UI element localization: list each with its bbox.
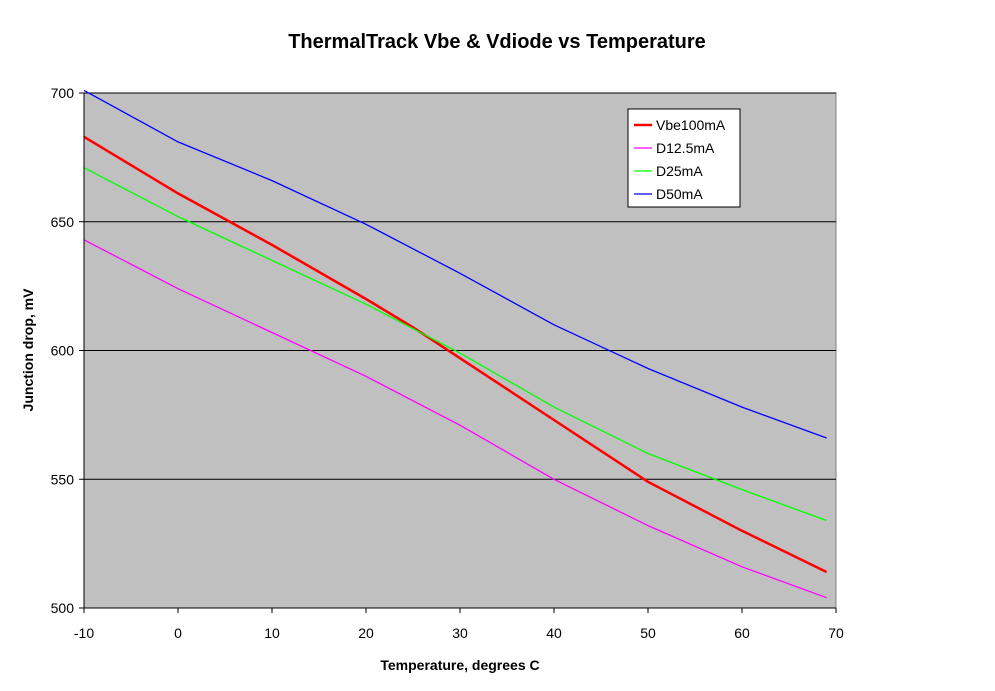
series-group [83,89,828,599]
chart-title: ThermalTrack Vbe & Vdiode vs Temperature [288,31,706,53]
legend-label: D25mA [656,163,703,179]
series-line-d50ma [83,89,827,439]
legend-label: D12.5mA [656,140,715,156]
x-tick-label: 50 [640,625,656,641]
axes [79,92,837,613]
y-tick-label: 600 [51,343,75,359]
series-line-vbe100ma [83,135,828,574]
legend-label: Vbe100mA [656,117,726,133]
y-tick-label: 550 [51,471,75,487]
x-tick-label: 20 [358,625,374,641]
x-tick-label: 10 [264,625,280,641]
x-tick-label: 30 [452,625,468,641]
y-tick-label: 650 [51,214,75,230]
tick-labels: 500 550 600 650 700 -10 0 10 20 30 40 50 60 70 [51,85,844,641]
series-line-d12-5ma [83,239,827,599]
y-axis-label: Junction drop, mV [20,288,36,412]
y-tick-label: 500 [51,600,75,616]
x-tick-label: 70 [828,625,844,641]
x-axis-label: Temperature, degrees C [380,657,539,673]
series-line-d25ma [83,167,827,522]
legend: Vbe100mA D12.5mA D25mA D50mA [627,108,741,208]
x-tick-label: 60 [734,625,750,641]
grid-lines [84,92,836,480]
x-tick-label: 40 [546,625,562,641]
x-tick-label: 0 [174,625,182,641]
x-tick-label: -10 [74,625,94,641]
legend-label: D50mA [656,186,703,202]
y-tick-label: 700 [51,85,75,101]
